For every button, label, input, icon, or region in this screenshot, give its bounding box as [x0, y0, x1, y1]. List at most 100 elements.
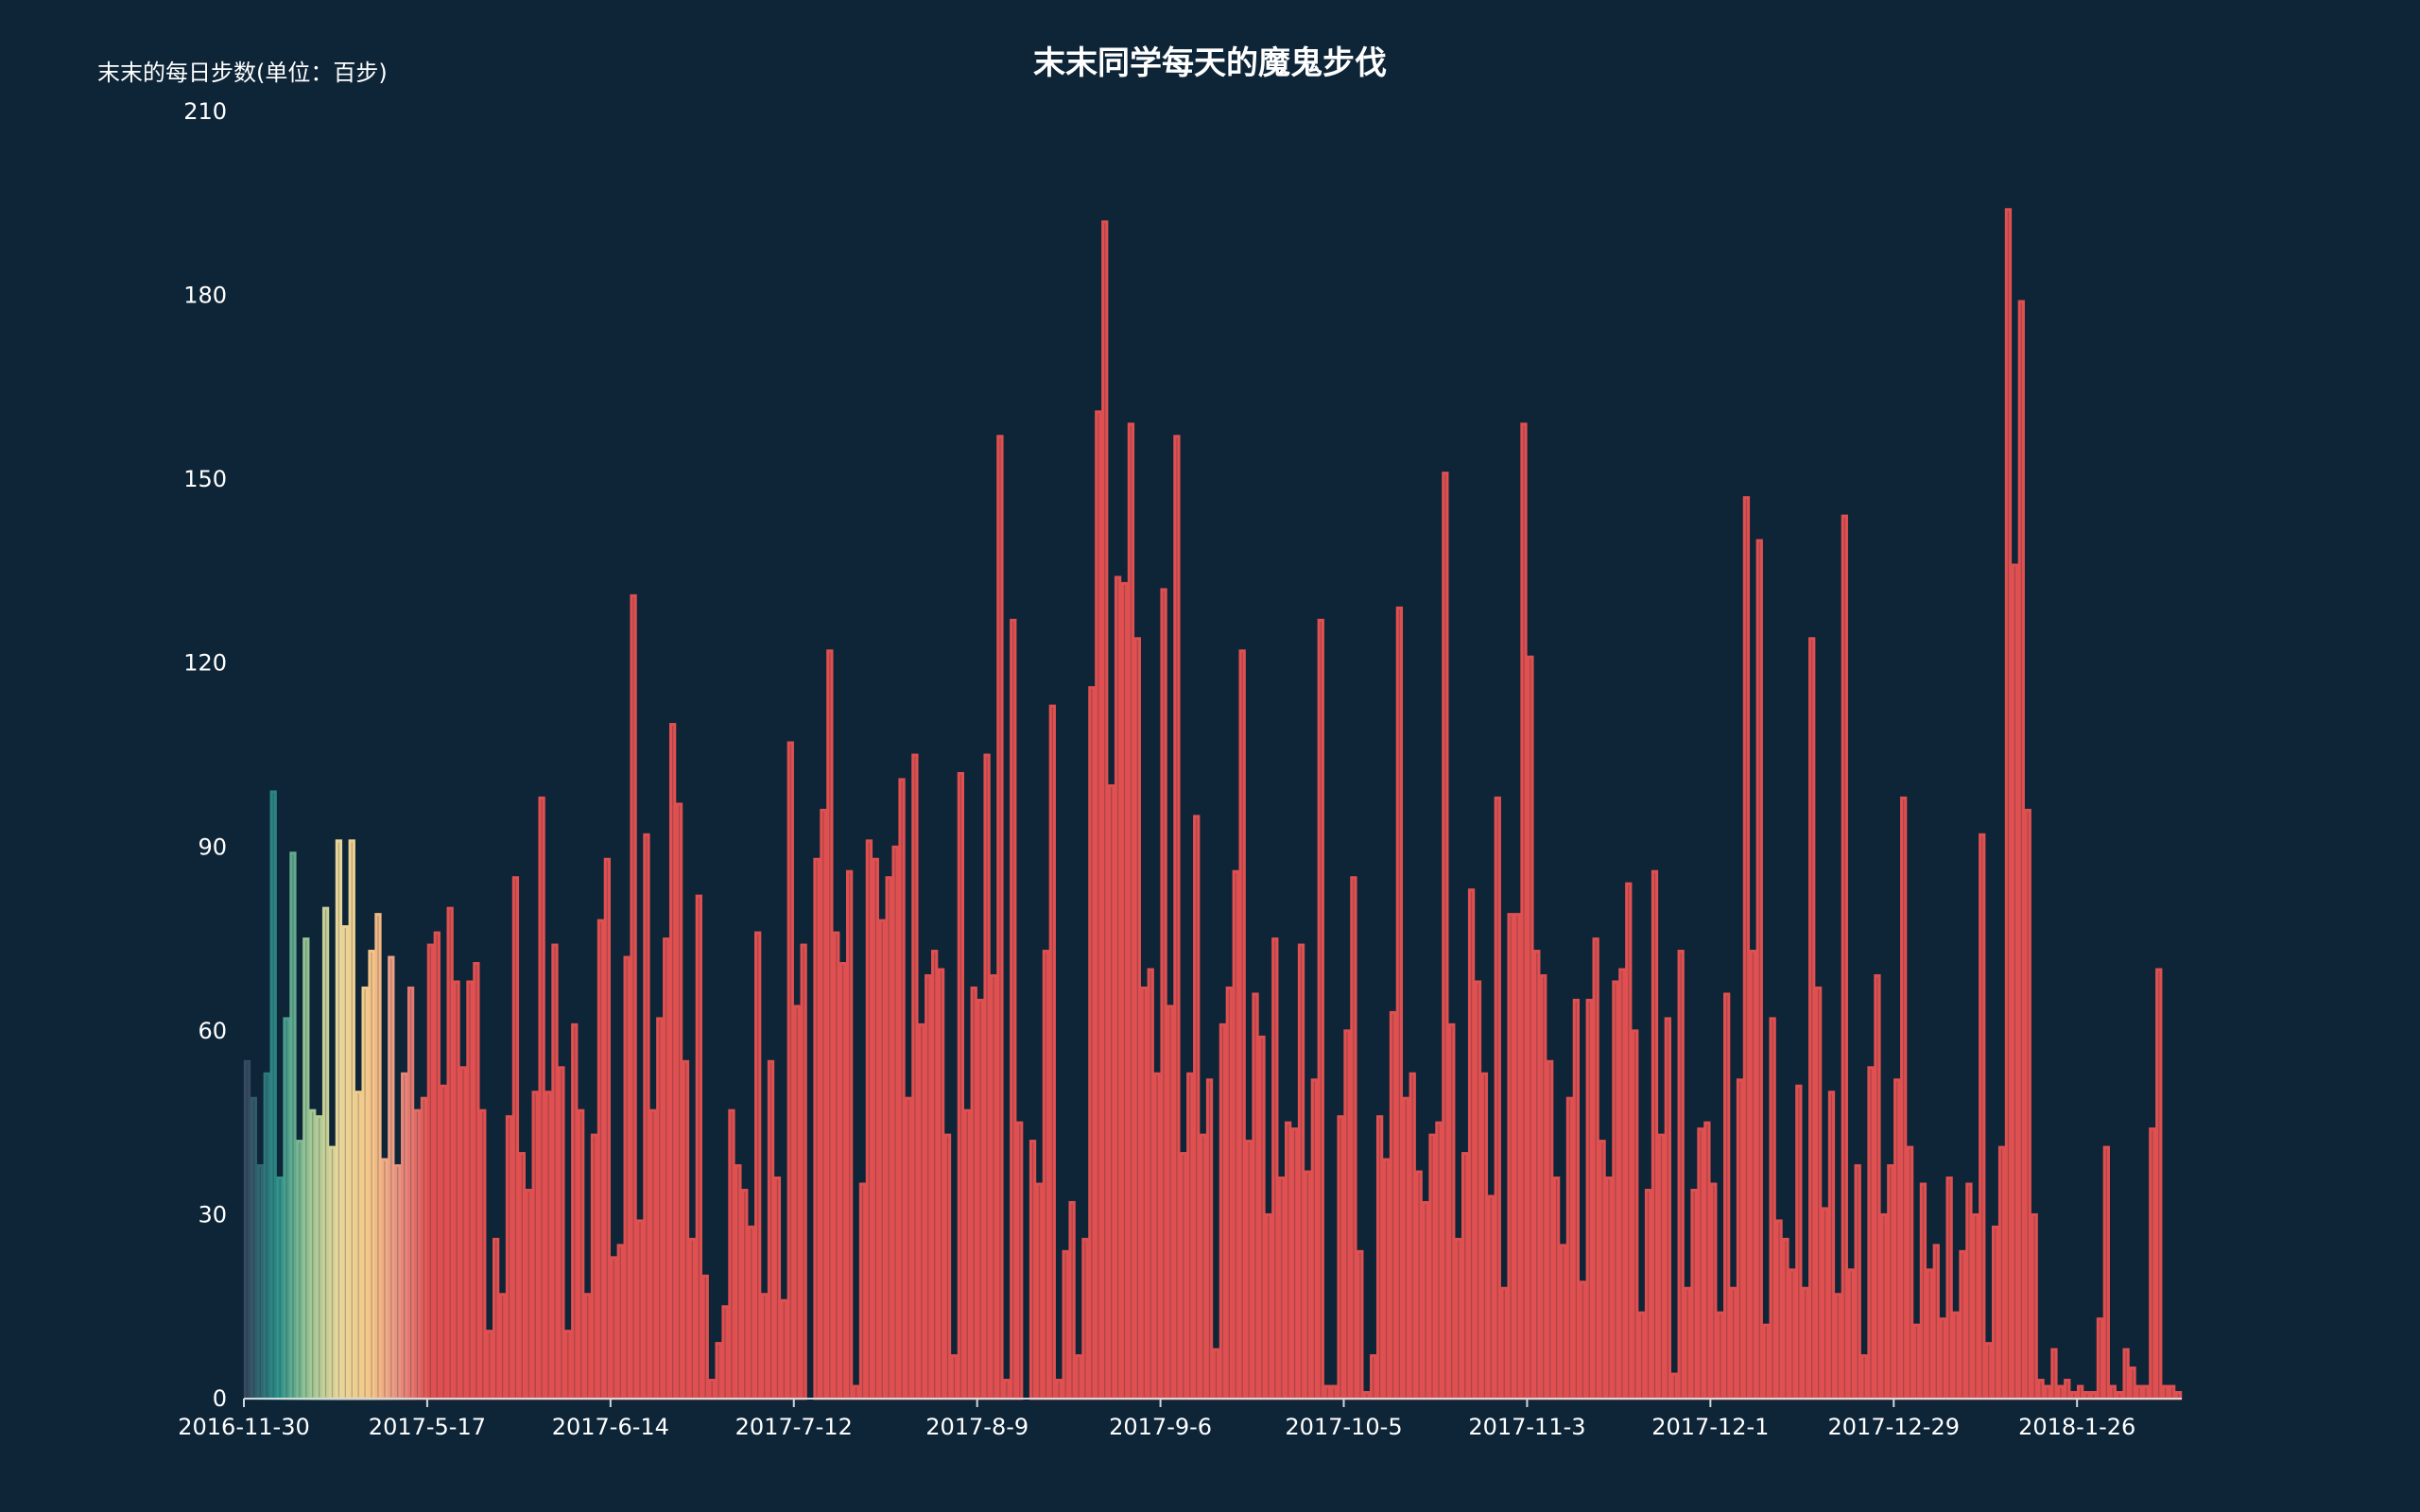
- bar[interactable]: [1742, 496, 1751, 1400]
- bar[interactable]: [381, 1158, 389, 1400]
- bar[interactable]: [1919, 1182, 1927, 1400]
- bar[interactable]: [1357, 1249, 1364, 1400]
- bar[interactable]: [1330, 1384, 1338, 1400]
- bar[interactable]: [1258, 1035, 1266, 1400]
- bar[interactable]: [1317, 618, 1324, 1400]
- bar[interactable]: [283, 1017, 290, 1400]
- bar[interactable]: [1016, 1121, 1024, 1400]
- bar[interactable]: [341, 925, 349, 1400]
- bar[interactable]: [1632, 1029, 1639, 1400]
- bar[interactable]: [1225, 986, 1233, 1400]
- bar[interactable]: [2168, 1384, 2176, 1400]
- bar[interactable]: [1304, 1170, 1312, 1400]
- bar[interactable]: [473, 962, 480, 1400]
- bar[interactable]: [394, 1164, 402, 1400]
- bar[interactable]: [610, 1256, 617, 1400]
- bar[interactable]: [1114, 576, 1122, 1400]
- bar[interactable]: [748, 1225, 755, 1400]
- bar[interactable]: [1389, 1010, 1397, 1400]
- bar[interactable]: [1710, 1182, 1718, 1400]
- bar[interactable]: [1814, 986, 1823, 1400]
- bar[interactable]: [1238, 649, 1246, 1400]
- bar[interactable]: [820, 808, 827, 1400]
- bar[interactable]: [2064, 1379, 2071, 1400]
- bar[interactable]: [315, 1115, 323, 1400]
- bar[interactable]: [368, 950, 375, 1400]
- bar[interactable]: [1808, 637, 1816, 1400]
- bar[interactable]: [1003, 1379, 1011, 1400]
- bar[interactable]: [1323, 1384, 1331, 1400]
- bar[interactable]: [1867, 1066, 1875, 1400]
- bar[interactable]: [1133, 637, 1142, 1400]
- bar[interactable]: [1997, 1145, 2006, 1400]
- bar[interactable]: [682, 1059, 690, 1400]
- bar[interactable]: [1422, 1200, 1429, 1400]
- bar[interactable]: [596, 919, 605, 1400]
- bar[interactable]: [1513, 913, 1521, 1400]
- bar[interactable]: [1245, 1140, 1253, 1400]
- bar[interactable]: [695, 894, 702, 1400]
- bar[interactable]: [2129, 1366, 2136, 1400]
- bar[interactable]: [885, 876, 892, 1400]
- bar[interactable]: [728, 1108, 735, 1400]
- bar[interactable]: [1219, 1022, 1227, 1400]
- bar[interactable]: [1775, 1219, 1783, 1400]
- bar[interactable]: [1559, 1244, 1567, 1400]
- bar[interactable]: [1507, 913, 1514, 1400]
- bar[interactable]: [1599, 1140, 1606, 1400]
- bar[interactable]: [1552, 1177, 1561, 1400]
- bar[interactable]: [813, 857, 821, 1400]
- bar[interactable]: [1965, 1182, 1973, 1400]
- bar[interactable]: [1435, 1121, 1443, 1400]
- bar[interactable]: [2142, 1384, 2150, 1400]
- bar[interactable]: [571, 1022, 579, 1400]
- bar[interactable]: [440, 1084, 447, 1400]
- bar[interactable]: [970, 986, 977, 1400]
- bar[interactable]: [1068, 1200, 1076, 1400]
- bar[interactable]: [800, 943, 807, 1400]
- bar[interactable]: [2044, 1384, 2051, 1400]
- bar[interactable]: [1343, 1029, 1351, 1400]
- bar[interactable]: [1350, 876, 1357, 1400]
- bar[interactable]: [708, 1379, 716, 1400]
- bar[interactable]: [1736, 1078, 1744, 1400]
- bar[interactable]: [2109, 1384, 2117, 1400]
- bar[interactable]: [721, 1305, 729, 1400]
- bar[interactable]: [1500, 1286, 1508, 1400]
- bar[interactable]: [983, 753, 991, 1400]
- bar[interactable]: [1375, 1115, 1384, 1400]
- bar[interactable]: [1533, 950, 1541, 1400]
- bar[interactable]: [525, 1188, 532, 1400]
- bar[interactable]: [1055, 1379, 1063, 1400]
- bar[interactable]: [1042, 950, 1050, 1400]
- bar[interactable]: [1480, 1072, 1489, 1400]
- bar[interactable]: [826, 649, 834, 1400]
- bar[interactable]: [715, 1342, 722, 1400]
- bar[interactable]: [1991, 1225, 1999, 1400]
- bar[interactable]: [426, 943, 435, 1400]
- bar[interactable]: [675, 802, 683, 1400]
- bar[interactable]: [328, 1145, 337, 1400]
- bar[interactable]: [479, 1108, 487, 1400]
- bar[interactable]: [1945, 1177, 1953, 1400]
- bar[interactable]: [2057, 1384, 2065, 1400]
- bar[interactable]: [1140, 986, 1148, 1400]
- bar[interactable]: [636, 1219, 644, 1400]
- bar[interactable]: [1252, 992, 1259, 1400]
- bar[interactable]: [1952, 1311, 1960, 1400]
- bar[interactable]: [1180, 1152, 1187, 1400]
- bar[interactable]: [780, 1298, 788, 1400]
- bar[interactable]: [1494, 796, 1501, 1400]
- bar[interactable]: [1035, 1182, 1044, 1400]
- bar[interactable]: [401, 1072, 408, 1400]
- bar[interactable]: [1088, 686, 1096, 1400]
- bar[interactable]: [1900, 796, 1908, 1400]
- bar[interactable]: [1697, 1127, 1704, 1400]
- bar[interactable]: [1684, 1286, 1691, 1400]
- bar[interactable]: [1010, 618, 1017, 1400]
- bar[interactable]: [1690, 1188, 1698, 1400]
- bar[interactable]: [1880, 1212, 1888, 1400]
- bar[interactable]: [2024, 808, 2031, 1400]
- bar[interactable]: [551, 943, 559, 1400]
- bar[interactable]: [1409, 1072, 1416, 1400]
